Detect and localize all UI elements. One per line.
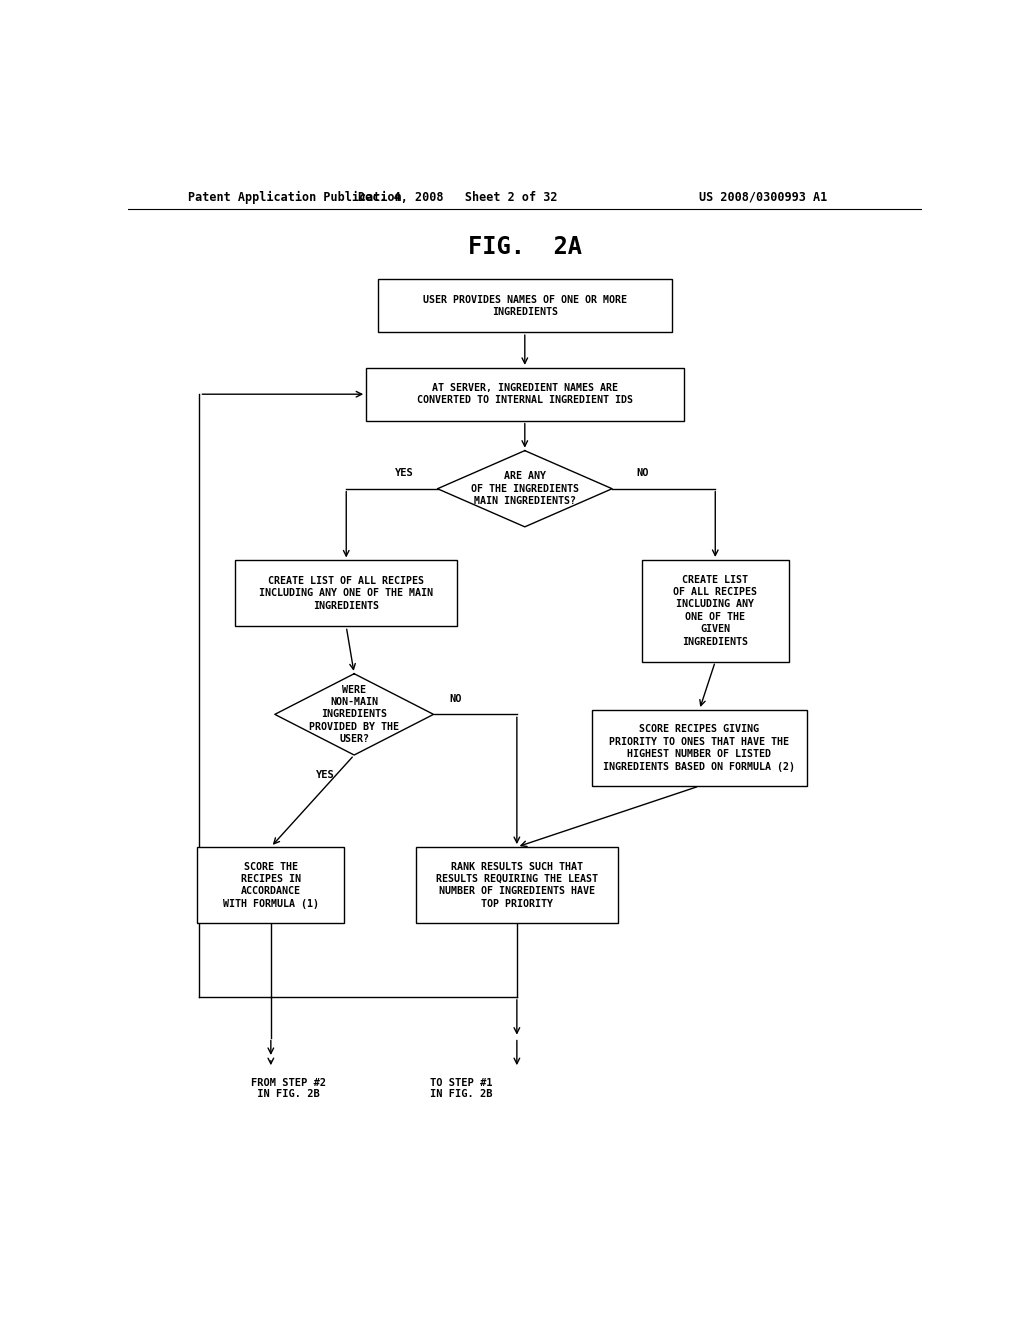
Text: Patent Application Publication: Patent Application Publication [187, 190, 401, 203]
FancyBboxPatch shape [416, 847, 618, 923]
FancyBboxPatch shape [236, 561, 458, 627]
Text: SCORE RECIPES GIVING
PRIORITY TO ONES THAT HAVE THE
HIGHEST NUMBER OF LISTED
ING: SCORE RECIPES GIVING PRIORITY TO ONES TH… [603, 725, 796, 771]
Text: SCORE THE
RECIPES IN
ACCORDANCE
WITH FORMULA (1): SCORE THE RECIPES IN ACCORDANCE WITH FOR… [223, 862, 318, 908]
Text: YES: YES [315, 771, 334, 780]
FancyBboxPatch shape [198, 847, 344, 923]
Text: CREATE LIST
OF ALL RECIPES
INCLUDING ANY
ONE OF THE
GIVEN
INGREDIENTS: CREATE LIST OF ALL RECIPES INCLUDING ANY… [673, 574, 758, 647]
Text: NO: NO [636, 469, 648, 478]
Text: WERE
NON-MAIN
INGREDIENTS
PROVIDED BY THE
USER?: WERE NON-MAIN INGREDIENTS PROVIDED BY TH… [309, 685, 399, 744]
Text: CREATE LIST OF ALL RECIPES
INCLUDING ANY ONE OF THE MAIN
INGREDIENTS: CREATE LIST OF ALL RECIPES INCLUDING ANY… [259, 576, 433, 611]
Text: ARE ANY
OF THE INGREDIENTS
MAIN INGREDIENTS?: ARE ANY OF THE INGREDIENTS MAIN INGREDIE… [471, 471, 579, 506]
FancyBboxPatch shape [367, 368, 684, 421]
Text: AT SERVER, INGREDIENT NAMES ARE
CONVERTED TO INTERNAL INGREDIENT IDS: AT SERVER, INGREDIENT NAMES ARE CONVERTE… [417, 383, 633, 405]
Text: NO: NO [450, 694, 462, 704]
Text: FROM STEP #2
 IN FIG. 2B: FROM STEP #2 IN FIG. 2B [251, 1077, 326, 1100]
Text: RANK RESULTS SUCH THAT
RESULTS REQUIRING THE LEAST
NUMBER OF INGREDIENTS HAVE
TO: RANK RESULTS SUCH THAT RESULTS REQUIRING… [436, 862, 598, 908]
Text: TO STEP #1
IN FIG. 2B: TO STEP #1 IN FIG. 2B [430, 1077, 493, 1100]
Text: US 2008/0300993 A1: US 2008/0300993 A1 [698, 190, 827, 203]
FancyBboxPatch shape [642, 560, 788, 661]
FancyBboxPatch shape [378, 280, 672, 333]
FancyBboxPatch shape [592, 710, 807, 785]
Text: USER PROVIDES NAMES OF ONE OR MORE
INGREDIENTS: USER PROVIDES NAMES OF ONE OR MORE INGRE… [423, 294, 627, 317]
Text: YES: YES [395, 469, 414, 478]
Text: FIG.  2A: FIG. 2A [468, 235, 582, 259]
Text: Dec. 4, 2008   Sheet 2 of 32: Dec. 4, 2008 Sheet 2 of 32 [357, 190, 557, 203]
